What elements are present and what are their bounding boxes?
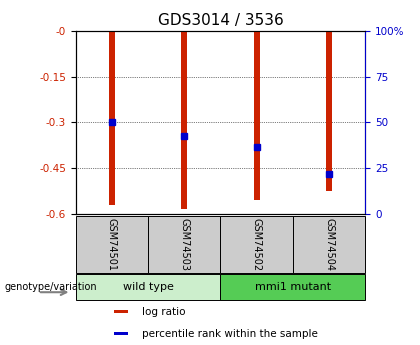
- Text: log ratio: log ratio: [142, 307, 185, 317]
- Bar: [254, 31, 260, 200]
- Bar: [181, 31, 187, 209]
- Title: GDS3014 / 3536: GDS3014 / 3536: [158, 13, 284, 29]
- Bar: [109, 31, 115, 205]
- Text: GSM74502: GSM74502: [252, 218, 262, 270]
- Bar: [114, 332, 128, 335]
- Bar: [326, 31, 332, 191]
- Text: percentile rank within the sample: percentile rank within the sample: [142, 329, 318, 338]
- Bar: [181, 31, 187, 209]
- Bar: [254, 31, 260, 200]
- Bar: [114, 310, 128, 313]
- Bar: [293, 216, 365, 273]
- Text: GSM74503: GSM74503: [179, 218, 189, 270]
- Bar: [148, 216, 221, 273]
- Bar: [220, 274, 365, 300]
- Bar: [220, 216, 293, 273]
- Bar: [326, 31, 332, 191]
- Text: genotype/variation: genotype/variation: [4, 282, 97, 292]
- Text: wild type: wild type: [123, 282, 173, 292]
- Text: GSM74501: GSM74501: [107, 218, 117, 270]
- Bar: [109, 31, 115, 205]
- Bar: [76, 274, 220, 300]
- Text: GSM74504: GSM74504: [324, 218, 334, 270]
- Bar: [76, 216, 148, 273]
- Text: mmi1 mutant: mmi1 mutant: [255, 282, 331, 292]
